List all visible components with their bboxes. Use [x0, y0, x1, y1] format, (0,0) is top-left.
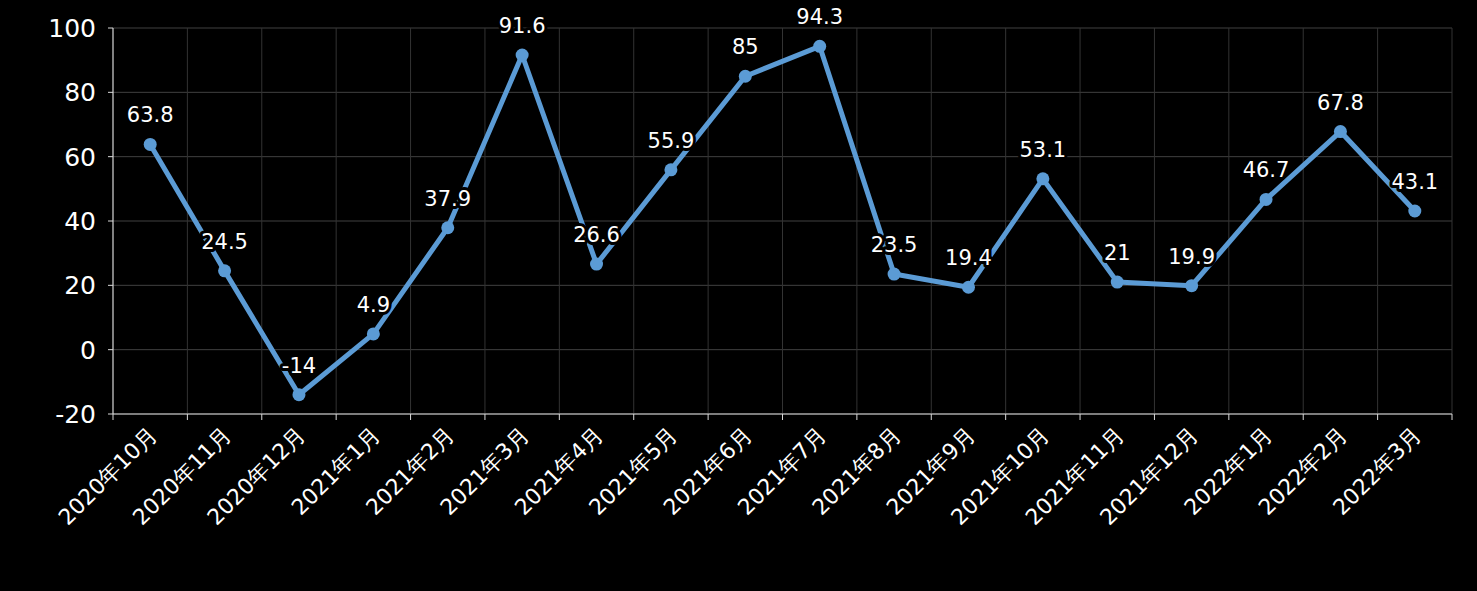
data-label: 53.1 — [1019, 138, 1066, 162]
grid-line-vertical — [484, 28, 485, 414]
marker — [1036, 172, 1049, 185]
series-line — [150, 46, 1415, 394]
x-tick — [113, 414, 114, 420]
x-tick — [1377, 414, 1378, 420]
x-tick — [708, 414, 709, 420]
grid-line-vertical — [187, 28, 188, 414]
marker — [516, 49, 529, 62]
y-tick-label: 40 — [64, 207, 96, 236]
data-label: 46.7 — [1243, 158, 1290, 182]
data-label: 63.8 — [127, 103, 174, 127]
data-label: 19.4 — [945, 246, 992, 270]
data-label: 26.6 — [573, 223, 620, 247]
x-tick — [931, 414, 932, 420]
chart-container: -200204060801002020年10月2020年11月2020年12月2… — [0, 0, 1477, 591]
x-tick — [410, 414, 411, 420]
marker — [1111, 276, 1124, 289]
background — [0, 0, 1477, 591]
data-label: 94.3 — [796, 5, 843, 29]
grid-line-vertical — [1080, 28, 1081, 414]
x-tick — [336, 414, 337, 420]
grid-line-vertical — [1228, 28, 1229, 414]
x-tick — [1154, 414, 1155, 420]
x-tick-label: 2022年3月 — [1328, 422, 1426, 520]
marker — [962, 281, 975, 294]
data-label: 24.5 — [201, 230, 248, 254]
data-label: 21 — [1104, 241, 1131, 265]
grid-line-vertical — [782, 28, 783, 414]
x-tick — [1005, 414, 1006, 420]
x-tick — [261, 414, 262, 420]
grid-line-vertical — [708, 28, 709, 414]
data-label: 23.5 — [871, 233, 918, 257]
y-tick — [108, 349, 113, 350]
marker — [367, 327, 380, 340]
marker — [1408, 205, 1421, 218]
x-tick — [1080, 414, 1081, 420]
x-tick-label: 2020年12月 — [202, 422, 310, 530]
marker — [218, 264, 231, 277]
grid-line-vertical — [559, 28, 560, 414]
x-tick — [559, 414, 560, 420]
grid-line-vertical — [1377, 28, 1378, 414]
chart-svg: -200204060801002020年10月2020年11月2020年12月2… — [0, 0, 1477, 591]
data-label: 85 — [732, 35, 759, 59]
x-tick — [633, 414, 634, 420]
grid-line-vertical — [1303, 28, 1304, 414]
y-tick — [108, 285, 113, 286]
y-tick — [108, 221, 113, 222]
series-group — [144, 40, 1422, 401]
x-tick-label: 2021年12月 — [1095, 422, 1203, 530]
marker — [813, 40, 826, 53]
y-tick-label: 0 — [80, 336, 96, 365]
grid-line-vertical — [410, 28, 411, 414]
data-label: 43.1 — [1391, 170, 1438, 194]
marker — [1260, 193, 1273, 206]
marker — [664, 163, 677, 176]
marker — [590, 258, 603, 271]
data-label: -14 — [282, 354, 316, 378]
x-tick — [484, 414, 485, 420]
data-label: 19.9 — [1168, 245, 1215, 269]
y-tick-label: 60 — [64, 143, 96, 172]
x-tick — [782, 414, 783, 420]
data-label: 91.6 — [499, 14, 546, 38]
marker — [739, 70, 752, 83]
data-label: 37.9 — [424, 187, 471, 211]
marker — [888, 268, 901, 281]
x-tick — [856, 414, 857, 420]
x-tick — [187, 414, 188, 420]
y-tick-label: 100 — [48, 14, 96, 43]
y-tick — [108, 414, 113, 415]
y-tick-label: 80 — [64, 78, 96, 107]
grid-line-vertical — [336, 28, 337, 414]
x-tick — [1452, 414, 1453, 420]
grid-line-vertical — [261, 28, 262, 414]
y-tick — [108, 156, 113, 157]
marker — [441, 221, 454, 234]
data-label: 55.9 — [648, 129, 695, 153]
y-tick-label: 20 — [64, 271, 96, 300]
data-label: 67.8 — [1317, 91, 1364, 115]
grid-line-vertical — [1452, 28, 1453, 414]
marker — [144, 138, 157, 151]
y-tick — [108, 28, 113, 29]
x-tick — [1228, 414, 1229, 420]
marker — [1185, 279, 1198, 292]
data-label: 4.9 — [357, 293, 390, 317]
grid-line-vertical — [931, 28, 932, 414]
grid-line-vertical — [1005, 28, 1006, 414]
marker — [1334, 125, 1347, 138]
y-tick-label: -20 — [55, 400, 96, 429]
x-tick — [1303, 414, 1304, 420]
y-tick — [108, 92, 113, 93]
grid-line-vertical — [856, 28, 857, 414]
marker — [292, 388, 305, 401]
grid-line-vertical — [1154, 28, 1155, 414]
